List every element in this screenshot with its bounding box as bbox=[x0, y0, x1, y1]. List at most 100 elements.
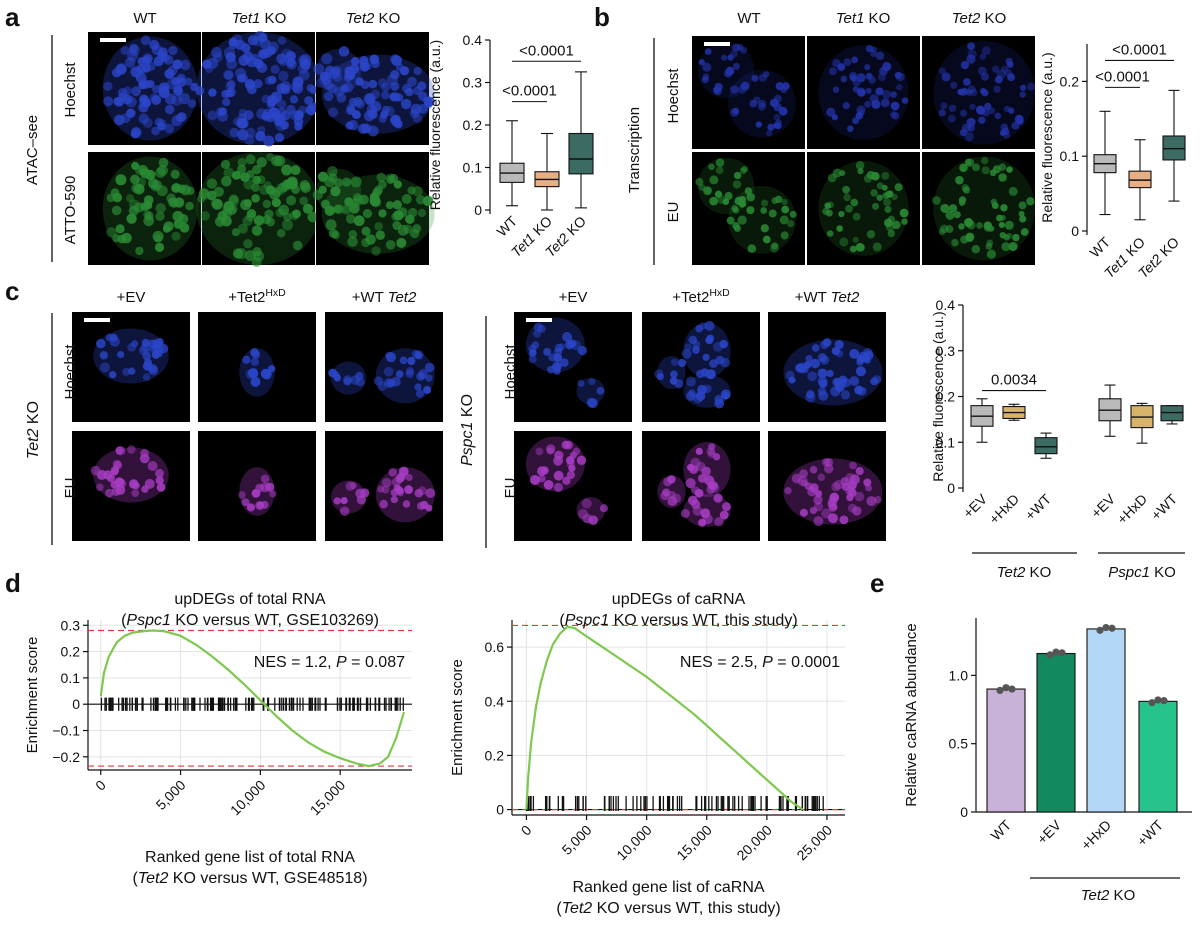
nucleus bbox=[771, 197, 779, 204]
nucleus bbox=[738, 195, 747, 204]
label-part: P bbox=[336, 654, 347, 671]
nucleus bbox=[780, 231, 789, 240]
data-point bbox=[996, 686, 1004, 695]
label-part: NES = 1.2, bbox=[254, 654, 336, 671]
nucleus bbox=[854, 385, 864, 395]
nucleus bbox=[138, 113, 149, 124]
nucleus bbox=[247, 35, 259, 46]
nucleus bbox=[110, 468, 119, 476]
nucleus bbox=[726, 216, 735, 225]
panel-b-micrograph bbox=[922, 152, 1035, 265]
significance-label: 0.0034 bbox=[991, 372, 1037, 389]
nucleus bbox=[989, 169, 997, 177]
nucleus bbox=[813, 495, 823, 505]
panel-c-row-hoechst: Hoechst bbox=[62, 344, 79, 400]
nucleus bbox=[828, 513, 839, 524]
nucleus bbox=[714, 516, 724, 527]
nucleus bbox=[135, 177, 147, 188]
nucleus bbox=[722, 392, 730, 400]
panel-a-micrograph bbox=[195, 30, 321, 147]
nucleus bbox=[255, 501, 265, 511]
nucleus bbox=[147, 460, 158, 472]
box bbox=[1162, 135, 1186, 161]
nucleus bbox=[244, 79, 256, 90]
nucleus bbox=[841, 482, 851, 491]
nucleus bbox=[938, 109, 946, 117]
nucleus bbox=[972, 163, 980, 172]
nucleus bbox=[155, 468, 164, 478]
nucleus bbox=[865, 87, 872, 94]
panel-b-group-label: Transcription bbox=[626, 107, 643, 193]
nucleus bbox=[845, 472, 856, 484]
nucleus bbox=[127, 445, 136, 454]
nucleus bbox=[994, 75, 1003, 84]
x-axis-label: Ranked gene list of caRNA bbox=[572, 879, 764, 896]
nucleus bbox=[263, 135, 275, 147]
nucleus bbox=[223, 69, 234, 80]
nucleus bbox=[155, 203, 166, 214]
nucleus bbox=[323, 91, 334, 102]
nucleus bbox=[221, 176, 232, 187]
nucleus bbox=[959, 109, 968, 117]
nucleus bbox=[338, 46, 350, 57]
nucleus bbox=[805, 392, 816, 403]
nucleus bbox=[179, 222, 190, 233]
nucleus bbox=[144, 478, 155, 489]
nucleus bbox=[367, 108, 377, 119]
nucleus bbox=[966, 54, 976, 64]
y-tick-label: 0.2 bbox=[61, 644, 81, 660]
nucleus bbox=[1008, 186, 1018, 196]
panel-b-micrograph bbox=[692, 152, 805, 265]
nucleus bbox=[112, 459, 122, 469]
nucleus bbox=[425, 96, 435, 107]
y-tick-label: 0.4 bbox=[485, 693, 505, 709]
nucleus bbox=[122, 367, 131, 376]
nucleus bbox=[246, 170, 255, 179]
nucleus bbox=[746, 192, 756, 202]
nucleus bbox=[546, 444, 556, 454]
nucleus bbox=[385, 351, 393, 360]
nucleus bbox=[959, 163, 968, 173]
nucleus bbox=[116, 478, 127, 489]
nucleus bbox=[128, 479, 139, 489]
nucleus bbox=[103, 81, 113, 91]
nucleus bbox=[1019, 215, 1027, 223]
nucleus bbox=[882, 62, 892, 72]
nucleus bbox=[149, 39, 160, 50]
nucleus bbox=[875, 51, 885, 61]
panel-c-row-eu-right: EU bbox=[502, 478, 519, 499]
nucleus bbox=[732, 180, 742, 189]
nucleus bbox=[706, 485, 715, 494]
nucleus bbox=[528, 355, 537, 364]
bar bbox=[1138, 700, 1178, 813]
nucleus bbox=[348, 229, 358, 239]
nucleus bbox=[348, 97, 358, 107]
nucleus bbox=[940, 203, 950, 213]
nucleus bbox=[818, 379, 828, 389]
nucleus bbox=[367, 125, 379, 137]
label-part: KO bbox=[459, 394, 476, 422]
nucleus bbox=[229, 127, 240, 138]
nucleus bbox=[342, 82, 354, 93]
nucleus bbox=[238, 55, 250, 66]
nucleus bbox=[340, 496, 348, 505]
nucleus bbox=[195, 86, 205, 96]
data-point bbox=[1058, 649, 1066, 657]
nucleus bbox=[697, 473, 707, 483]
nucleus bbox=[343, 377, 352, 386]
nucleus bbox=[827, 201, 834, 209]
x-tick-label: 0 bbox=[92, 777, 109, 794]
nucleus bbox=[397, 224, 409, 236]
nucleus bbox=[856, 105, 866, 115]
panel-a-col-tet2: Tet2 KO bbox=[346, 10, 400, 27]
panel-c-micrograph-pspc1ko bbox=[514, 312, 632, 422]
nucleus bbox=[712, 86, 721, 94]
nucleus bbox=[260, 474, 270, 483]
nucleus bbox=[957, 88, 964, 96]
nucleus bbox=[240, 199, 252, 211]
panel-c-right-group-label: Pspc1 KO bbox=[459, 394, 476, 466]
nucleus bbox=[344, 197, 354, 207]
x-category-label: +WT bbox=[1022, 490, 1055, 523]
label-part: HxD bbox=[709, 287, 730, 299]
nucleus bbox=[381, 90, 390, 100]
